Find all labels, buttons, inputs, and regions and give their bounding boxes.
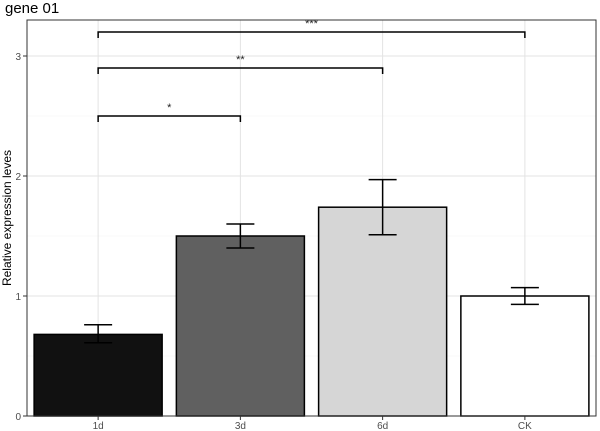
bar-6d xyxy=(317,206,448,417)
y-tick-label: 1 xyxy=(15,292,21,303)
y-tick-label: 3 xyxy=(15,52,21,63)
significance-label: *** xyxy=(305,18,319,30)
bar-1d xyxy=(33,333,163,417)
bar-ck xyxy=(460,295,590,417)
significance-bracket xyxy=(97,115,242,122)
significance-label: * xyxy=(167,102,172,114)
x-tick-label: 3d xyxy=(235,421,246,431)
y-axis-label: Relative expression leves xyxy=(0,150,14,286)
y-tick-label: 2 xyxy=(15,172,21,183)
x-tick-label: 6d xyxy=(377,421,388,431)
significance-label: ** xyxy=(236,54,245,66)
chart-title: gene 01 xyxy=(5,0,60,17)
plot-border xyxy=(26,19,597,417)
x-tick-label: 1d xyxy=(93,421,104,431)
significance-bracket xyxy=(97,67,384,74)
bar-3d xyxy=(175,235,306,417)
y-tick-label: 0 xyxy=(15,412,21,423)
significance-bracket xyxy=(97,31,526,38)
x-tick-label: CK xyxy=(518,421,532,431)
